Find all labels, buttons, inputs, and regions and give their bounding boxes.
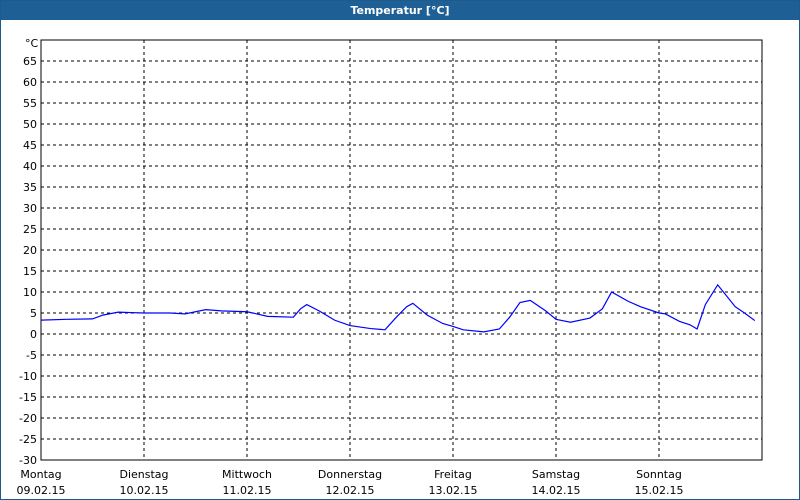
y-tick-label: 5 xyxy=(30,307,37,320)
y-unit: °C xyxy=(25,37,39,50)
y-tick-label: 35 xyxy=(23,181,37,194)
plot-frame xyxy=(40,39,763,461)
y-tick-label: -10 xyxy=(19,370,37,383)
x-tick-label: Montag xyxy=(20,468,61,481)
x-tick-date: 13.02.15 xyxy=(429,484,478,497)
chart: °C -30 -25 -20 -15 -10 -5 0 5 10 15 20 25 30 35 40 45 50 5… xyxy=(17,37,763,497)
y-tick-label: 10 xyxy=(23,286,37,299)
y-tick-label: 50 xyxy=(23,118,37,131)
x-tick-label: Sonntag xyxy=(636,468,682,481)
y-tick-label: 20 xyxy=(23,244,37,257)
y-tick-label: -25 xyxy=(19,433,37,446)
y-tick-label: 30 xyxy=(23,202,37,215)
y-tick-label: 25 xyxy=(23,223,37,236)
x-tick-date: 12.02.15 xyxy=(326,484,375,497)
y-tick-label: 40 xyxy=(23,160,37,173)
y-tick-label: 60 xyxy=(23,76,37,89)
x-tick-label: Dienstag xyxy=(119,468,168,481)
x-tick-date: 14.02.15 xyxy=(532,484,581,497)
y-tick-label: 15 xyxy=(23,265,37,278)
y-tick-label: 65 xyxy=(23,55,37,68)
x-tick-label: Freitag xyxy=(434,468,472,481)
y-tick-label: 55 xyxy=(23,97,37,110)
x-tick-label: Donnerstag xyxy=(318,468,382,481)
title-bar: Temperatur [°C] xyxy=(1,1,799,20)
x-tick-date: 11.02.15 xyxy=(223,484,272,497)
x-tick-label: Samstag xyxy=(532,468,580,481)
temperature-line xyxy=(40,283,756,333)
y-tick-label: -15 xyxy=(19,391,37,404)
x-tick-label: Mittwoch xyxy=(222,468,272,481)
x-tick-date: 15.02.15 xyxy=(635,484,684,497)
y-tick-label: 0 xyxy=(30,328,37,341)
y-tick-label: -5 xyxy=(26,349,37,362)
y-tick-label: -30 xyxy=(19,454,37,467)
x-tick-date: 10.02.15 xyxy=(120,484,169,497)
x-tick-date: 09.02.15 xyxy=(17,484,66,497)
y-tick-label: -20 xyxy=(19,412,37,425)
y-tick-label: 45 xyxy=(23,139,37,152)
